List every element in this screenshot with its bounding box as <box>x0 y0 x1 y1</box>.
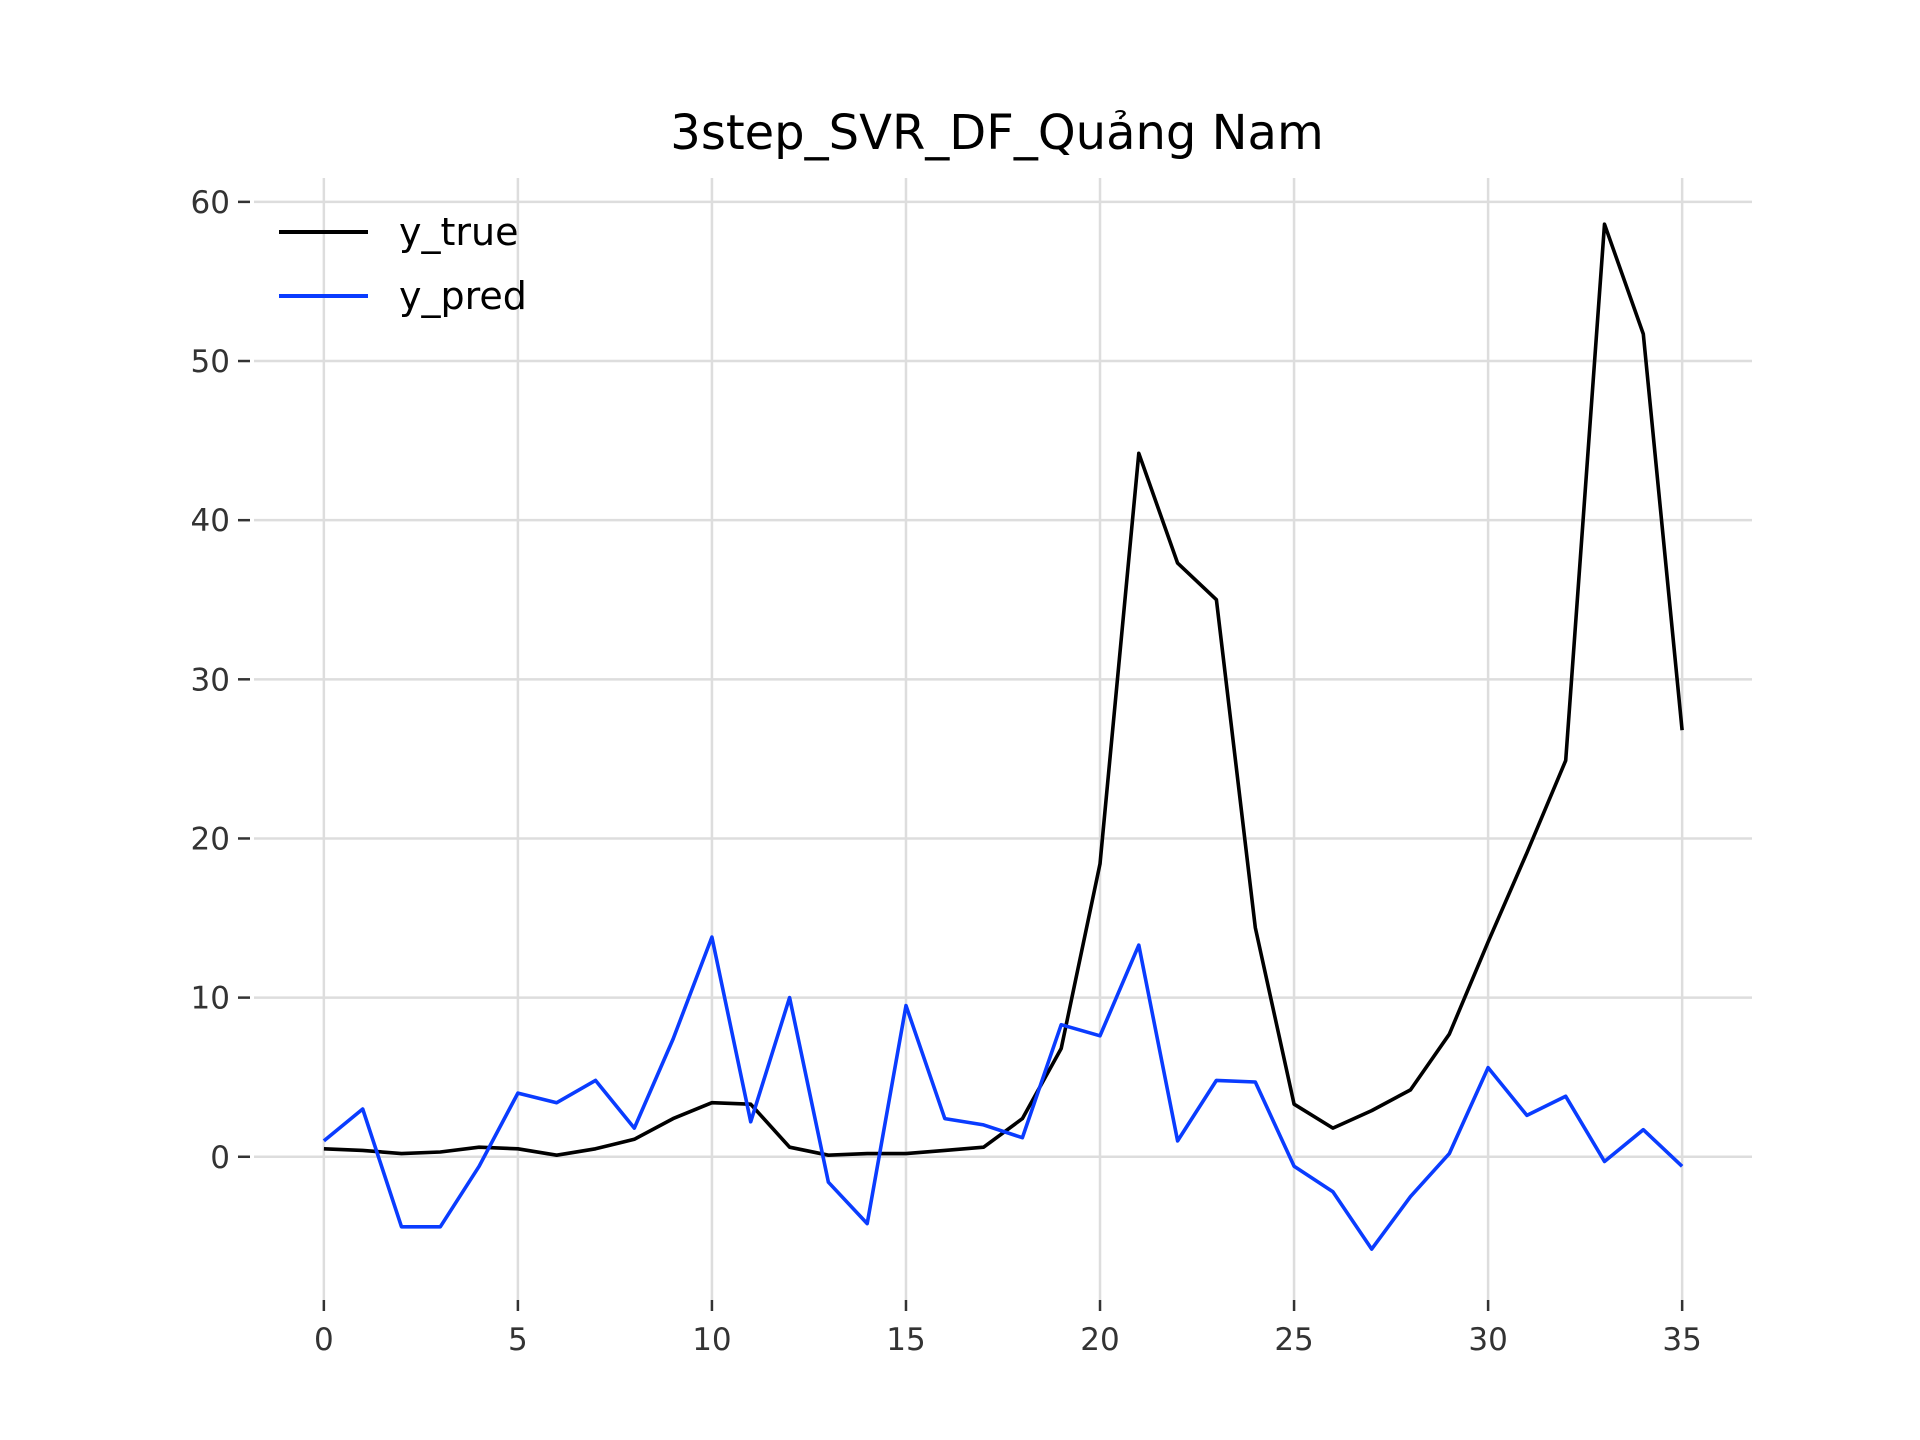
y-axis: 0 10 20 30 40 50 60 <box>191 185 250 1176</box>
y-tick-label: 40 <box>191 503 230 539</box>
x-axis: 0 5 10 15 20 25 30 35 <box>314 1300 1702 1358</box>
series-lines <box>322 222 1684 1251</box>
x-gridlines <box>322 178 1684 1300</box>
y-tick-label: 60 <box>191 185 230 221</box>
y-gridlines <box>254 200 1752 1159</box>
series-line-y-pred <box>322 935 1684 1251</box>
chart-title: 3step_SVR_DF_Quảng Nam <box>670 105 1323 161</box>
y-tick-label: 0 <box>210 1140 230 1176</box>
x-tick-label: 10 <box>692 1322 731 1358</box>
x-tick-label: 0 <box>314 1322 334 1358</box>
x-tick-label: 30 <box>1468 1322 1507 1358</box>
y-tick-label: 20 <box>191 821 230 857</box>
x-tick-label: 25 <box>1274 1322 1313 1358</box>
x-tick-label: 5 <box>508 1322 528 1358</box>
legend: y_true y_pred <box>279 210 527 318</box>
legend-item-y-pred: y_pred <box>279 274 527 318</box>
legend-item-y-true: y_true <box>279 210 518 254</box>
x-tick-label: 20 <box>1080 1322 1119 1358</box>
series-line-y-true <box>323 222 1684 1157</box>
y-tick-label: 30 <box>191 662 230 698</box>
x-tick-label: 15 <box>886 1322 925 1358</box>
legend-label: y_pred <box>399 274 527 318</box>
legend-label: y_true <box>399 210 518 254</box>
x-tick-label: 35 <box>1662 1322 1701 1358</box>
y-tick-label: 50 <box>191 344 230 380</box>
y-tick-label: 10 <box>191 981 230 1017</box>
